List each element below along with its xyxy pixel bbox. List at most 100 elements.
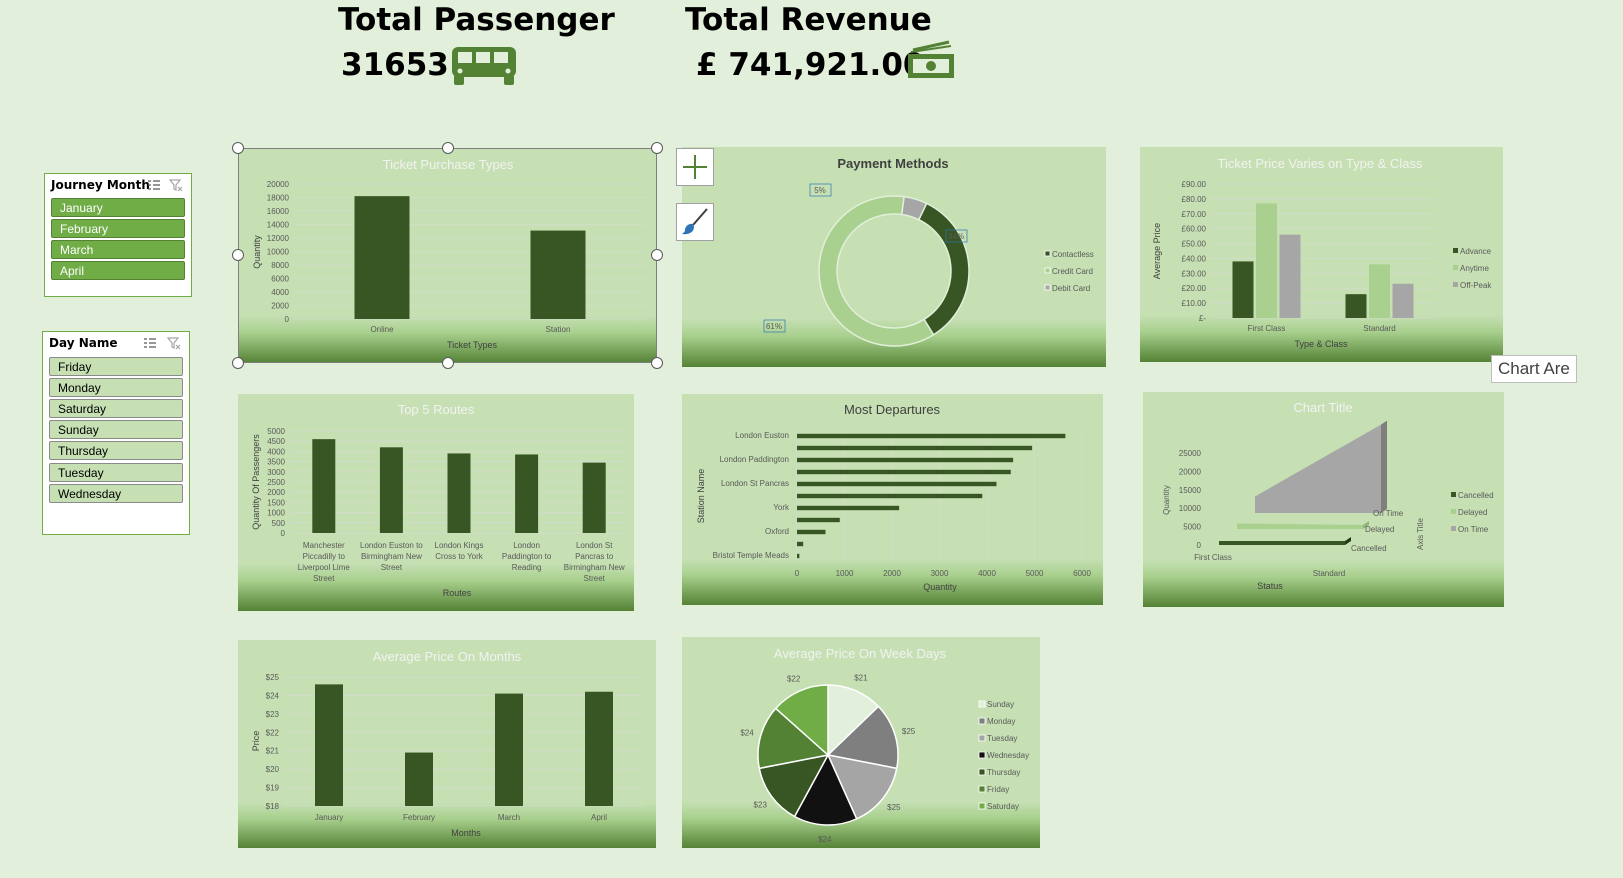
clear-filter-icon[interactable] — [167, 336, 181, 350]
area-side — [1345, 537, 1351, 545]
x-tick-label: Paddington to — [502, 552, 552, 561]
bar — [797, 541, 804, 547]
bar — [797, 433, 1066, 439]
ticket-purchase-types-chart[interactable]: Ticket Purchase Types 20000 18000 16000 1400… — [238, 148, 657, 363]
ticket-price-type-class-chart[interactable]: Ticket Price Varies on Type & Class £90.0… — [1140, 147, 1503, 362]
legend-swatch — [978, 802, 986, 810]
data-label: $22 — [787, 674, 801, 683]
legend-label: Advance — [1460, 247, 1492, 256]
total-passenger-title: Total Passenger — [338, 2, 615, 38]
slicer-item-wednesday[interactable]: Wednesday — [49, 484, 183, 503]
y-tick-label: £10.00 — [1182, 299, 1207, 308]
bar — [405, 752, 433, 806]
resize-handle-bottom[interactable] — [442, 357, 454, 369]
x-tick-label: March — [498, 813, 520, 822]
legend-label: Saturday — [987, 802, 1019, 811]
chart-elements-button[interactable] — [676, 148, 714, 186]
x-tick-label: 5000 — [1026, 569, 1044, 578]
slicer-item-march[interactable]: March — [51, 240, 185, 259]
legend-swatch — [978, 734, 986, 742]
x-tick-label: London Kings — [435, 541, 484, 550]
slicer-item-april[interactable]: April — [51, 261, 185, 280]
legend-swatch — [1453, 282, 1458, 287]
y-tick-label: 14000 — [267, 221, 290, 230]
resize-handle-top[interactable] — [442, 142, 454, 154]
resize-handle-top-right[interactable] — [651, 142, 663, 154]
area-surface — [1219, 541, 1345, 545]
data-label: $24 — [740, 729, 754, 738]
x-tick-label: 4000 — [978, 569, 996, 578]
legend-swatch — [1451, 509, 1456, 514]
avg-price-weekdays-chart[interactable]: Average Price On Week Days $21 $25 $25 $24 $2… — [682, 637, 1040, 848]
multi-select-icon[interactable] — [147, 178, 161, 192]
slicer-item-tuesday[interactable]: Tuesday — [49, 463, 183, 482]
x-tick-label: Reading — [512, 563, 542, 572]
y-tick-label: 5000 — [267, 427, 285, 436]
y-tick-label: £30.00 — [1182, 269, 1207, 278]
resize-handle-top-left[interactable] — [232, 142, 244, 154]
x-tick-label: February — [403, 813, 435, 822]
slicer-item-monday[interactable]: Monday — [49, 378, 183, 397]
depth-tick-label: Delayed — [1365, 525, 1394, 534]
x-tick-label: Street — [381, 563, 403, 572]
x-tick-label: 2000 — [883, 569, 901, 578]
y-tick-label: 10000 — [1179, 504, 1202, 513]
area-side — [1381, 420, 1387, 513]
y-tick-label: 12000 — [267, 234, 290, 243]
resize-handle-bottom-right[interactable] — [651, 357, 663, 369]
status-3d-chart[interactable]: Chart Title 25000 20000 15000 10000 5000 0 Firs… — [1143, 392, 1504, 607]
x-tick-label: London St — [576, 541, 613, 550]
multi-select-icon[interactable] — [143, 336, 157, 350]
resize-handle-right[interactable] — [651, 249, 663, 261]
clear-filter-icon[interactable] — [169, 178, 183, 192]
chart-title: Average Price On Months — [373, 649, 522, 664]
depth-tick-label: Cancelled — [1351, 544, 1387, 553]
slicer-item-saturday[interactable]: Saturday — [49, 399, 183, 418]
bar — [530, 230, 586, 319]
x-tick-label: Liverpool Lime — [298, 563, 351, 572]
y-tick-label: £- — [1199, 314, 1206, 323]
slicer-item-february[interactable]: February — [51, 219, 185, 238]
resize-handle-left[interactable] — [232, 249, 244, 261]
slicer-item-sunday[interactable]: Sunday — [49, 420, 183, 439]
y-tick-label: £70.00 — [1182, 210, 1207, 219]
y-tick-label: Bristol Temple Meads — [713, 551, 789, 560]
y-tick-label: 0 — [1197, 541, 1202, 550]
day-name-slicer[interactable]: Day Name Friday Monday Saturday Sunday T… — [42, 331, 190, 535]
z-axis-title: Axis Title — [1416, 517, 1425, 550]
y-tick-label: $25 — [266, 673, 280, 682]
chart-title: Payment Methods — [837, 156, 948, 171]
data-label: $21 — [854, 674, 868, 683]
x-tick-label: 6000 — [1073, 569, 1091, 578]
x-tick-label: April — [591, 813, 607, 822]
resize-handle-bottom-left[interactable] — [232, 357, 244, 369]
slicer-item-friday[interactable]: Friday — [49, 357, 183, 376]
legend-label: Wednesday — [987, 751, 1029, 760]
legend-swatch — [978, 751, 986, 759]
y-tick-label: 10000 — [267, 248, 290, 257]
avg-price-months-chart[interactable]: Average Price On Months $25 $24 $23 $22 $21 $2… — [238, 640, 656, 848]
payment-methods-chart[interactable]: Payment Methods 34% 61% 5% Contactless Credit… — [682, 147, 1106, 367]
pie-slice — [758, 753, 830, 818]
pie-slice — [826, 753, 898, 820]
pie-slice — [827, 684, 880, 757]
data-label: 34% — [948, 232, 964, 241]
slicer-item-january[interactable]: January — [51, 198, 185, 217]
y-tick-label: 3000 — [267, 468, 285, 477]
legend-label: Contactless — [1052, 250, 1094, 259]
chart-svg: Chart Title 25000 20000 15000 10000 5000 0 Firs… — [1162, 400, 1494, 591]
legend-label: Debit Card — [1052, 284, 1090, 293]
bus-icon — [452, 47, 516, 85]
chart-svg: Most Departures 0 1000 2000 3000 4000 5000 6000… — [696, 402, 1091, 592]
journey-month-slicer[interactable]: Journey Month January February March Apr… — [44, 173, 192, 297]
chart-svg: Top 5 Routes5000450040003500300025002000… — [251, 402, 628, 598]
most-departures-chart[interactable]: Most Departures 0 1000 2000 3000 4000 5000 6000… — [682, 394, 1103, 605]
x-tick-label: Manchester — [303, 541, 345, 550]
legend-swatch — [978, 700, 986, 708]
bar — [797, 469, 1011, 475]
x-tick-label: Piccadilly to — [303, 552, 346, 561]
pie-slice — [757, 707, 830, 770]
top-5-routes-chart[interactable]: Top 5 Routes 5000 4500 4000 3500 3000 2500 2000… — [238, 394, 634, 611]
chart-styles-button[interactable] — [676, 203, 714, 241]
slicer-item-thursday[interactable]: Thursday — [49, 441, 183, 460]
